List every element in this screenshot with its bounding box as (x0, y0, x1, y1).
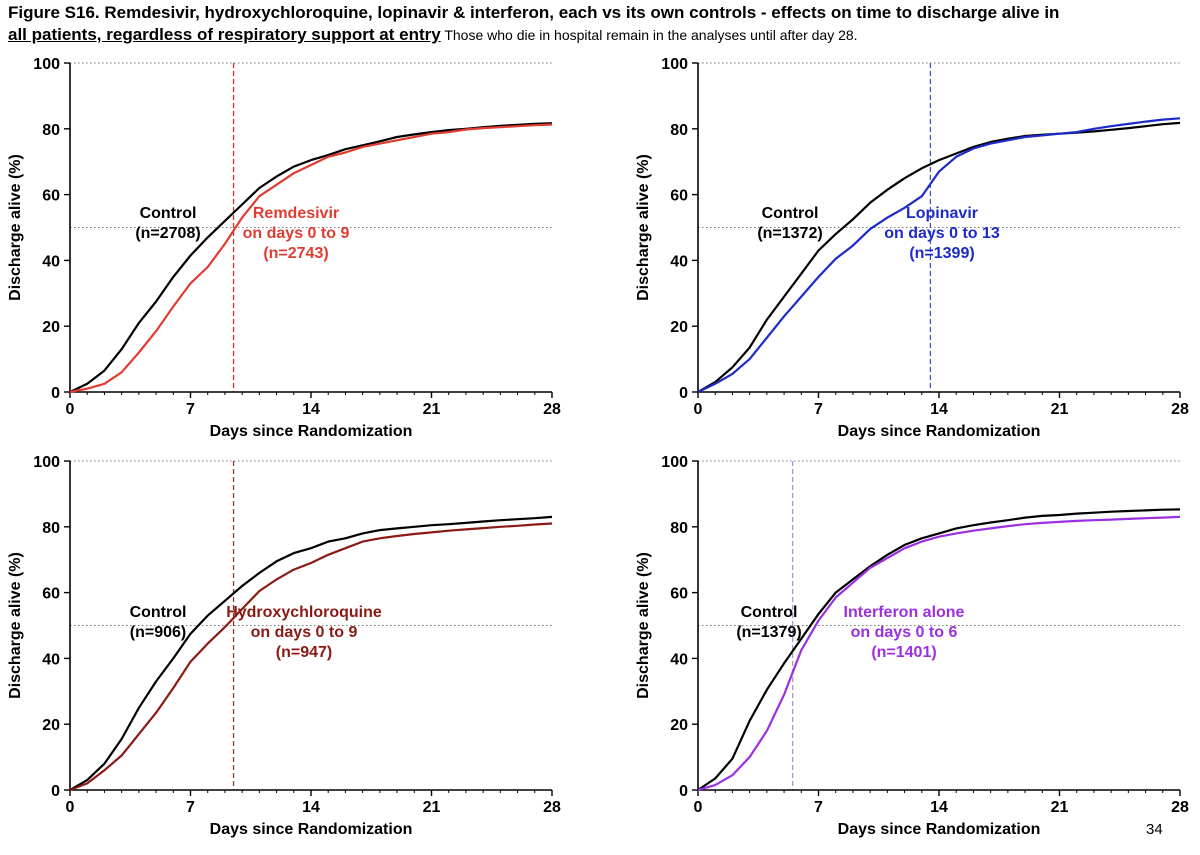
x-tick-label: 0 (694, 799, 703, 816)
y-axis-title: Discharge alive (%) (635, 552, 652, 699)
chart-panel-2: 0 20 40 60 80 100 0 7 14 21 28 Days since Randomiza… (635, 56, 1189, 440)
y-tick-label: 60 (42, 586, 60, 603)
y-tick-label: 0 (51, 385, 60, 402)
y-tick-label: 0 (679, 385, 688, 402)
y-tick-label: 60 (670, 188, 688, 205)
y-axis-title: Discharge alive (%) (7, 552, 24, 699)
chart-panel-1: 0 20 40 60 80 100 0 7 14 21 28 Days since Randomiza… (7, 56, 561, 440)
y-tick-label: 80 (42, 520, 60, 537)
y-tick-label: 100 (33, 56, 60, 73)
x-tick-label: 28 (543, 799, 561, 816)
series-line-control (69, 515, 553, 791)
series-line-hydroxychloroquine (69, 522, 553, 792)
series-line-control (697, 121, 1181, 393)
y-tick-label: 80 (670, 122, 688, 139)
chart-panel-4: 0 20 40 60 80 100 0 7 14 21 28 Days since Randomiza… (635, 454, 1189, 838)
x-tick-label: 14 (930, 401, 948, 418)
series-label-control: Control (n=906) (130, 604, 187, 641)
y-axis-title: Discharge alive (%) (7, 154, 24, 301)
page-number: 34 (1146, 821, 1163, 838)
x-tick-label: 21 (423, 401, 441, 418)
x-tick-label: 21 (1051, 401, 1069, 418)
series-line-control (697, 508, 1181, 791)
x-tick-label: 21 (423, 799, 441, 816)
x-axis-title: Days since Randomization (210, 423, 413, 440)
y-tick-label: 80 (670, 520, 688, 537)
x-tick-label: 14 (930, 799, 948, 816)
series-label-lopinavir: Lopinavir on days 0 to 13 (n=1399) (884, 205, 1000, 262)
series-label-interferon-alone: Interferon alone on days 0 to 6 (n=1401) (844, 604, 965, 661)
y-tick-label: 40 (42, 651, 60, 668)
x-tick-label: 7 (814, 401, 823, 418)
x-tick-label: 0 (66, 799, 75, 816)
x-tick-label: 0 (66, 401, 75, 418)
y-tick-label: 40 (42, 253, 60, 270)
y-tick-label: 20 (670, 319, 688, 336)
y-tick-label: 20 (42, 717, 60, 734)
x-axis-title: Days since Randomization (210, 821, 413, 838)
y-tick-label: 60 (670, 586, 688, 603)
figure-title-underlined: all patients, regardless of respiratory … (8, 25, 441, 44)
series-label-control: Control (n=1372) (757, 205, 822, 242)
x-tick-label: 7 (186, 799, 195, 816)
y-tick-label: 0 (51, 783, 60, 800)
x-tick-label: 21 (1051, 799, 1069, 816)
y-tick-label: 20 (42, 319, 60, 336)
series-line-lopinavir (697, 117, 1181, 393)
series-line-interferon-alone (697, 515, 1181, 792)
series-line-remdesivir (69, 123, 553, 394)
series-label-hydroxychloroquine: Hydroxychloroquine on days 0 to 9 (n=947) (226, 604, 382, 661)
y-axis-title: Discharge alive (%) (635, 154, 652, 301)
x-tick-label: 28 (1171, 799, 1189, 816)
x-tick-label: 28 (1171, 401, 1189, 418)
x-tick-label: 7 (814, 799, 823, 816)
y-tick-label: 100 (661, 56, 688, 73)
x-tick-label: 0 (694, 401, 703, 418)
y-tick-label: 20 (670, 717, 688, 734)
y-tick-label: 0 (679, 783, 688, 800)
series-label-remdesivir: Remdesivir on days 0 to 9 (n=2743) (243, 205, 350, 262)
y-tick-label: 100 (661, 454, 688, 471)
y-tick-label: 80 (42, 122, 60, 139)
x-tick-label: 14 (302, 799, 320, 816)
y-tick-label: 60 (42, 188, 60, 205)
x-axis-title: Days since Randomization (838, 423, 1041, 440)
series-label-control: Control (n=1379) (736, 604, 801, 641)
y-tick-label: 100 (33, 454, 60, 471)
x-tick-label: 7 (186, 401, 195, 418)
chart-panel-3: 0 20 40 60 80 100 0 7 14 21 28 Days since Randomiza… (7, 454, 561, 838)
y-tick-label: 40 (670, 651, 688, 668)
x-tick-label: 14 (302, 401, 320, 418)
y-tick-label: 40 (670, 253, 688, 270)
figure-title: Figure S16. Remdesivir, hydroxychloroqui… (8, 2, 1194, 46)
figure-title-line-2: all patients, regardless of respiratory … (8, 24, 1194, 46)
series-label-control: Control (n=2708) (135, 205, 200, 242)
figure-title-line-1: Figure S16. Remdesivir, hydroxychloroqui… (8, 3, 1060, 22)
figure-title-note: Those who die in hospital remain in the … (440, 27, 858, 43)
x-tick-label: 28 (543, 401, 561, 418)
x-axis-title: Days since Randomization (838, 821, 1041, 838)
